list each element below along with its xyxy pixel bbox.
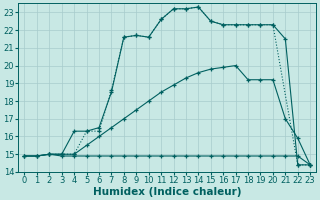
X-axis label: Humidex (Indice chaleur): Humidex (Indice chaleur) [93, 187, 242, 197]
